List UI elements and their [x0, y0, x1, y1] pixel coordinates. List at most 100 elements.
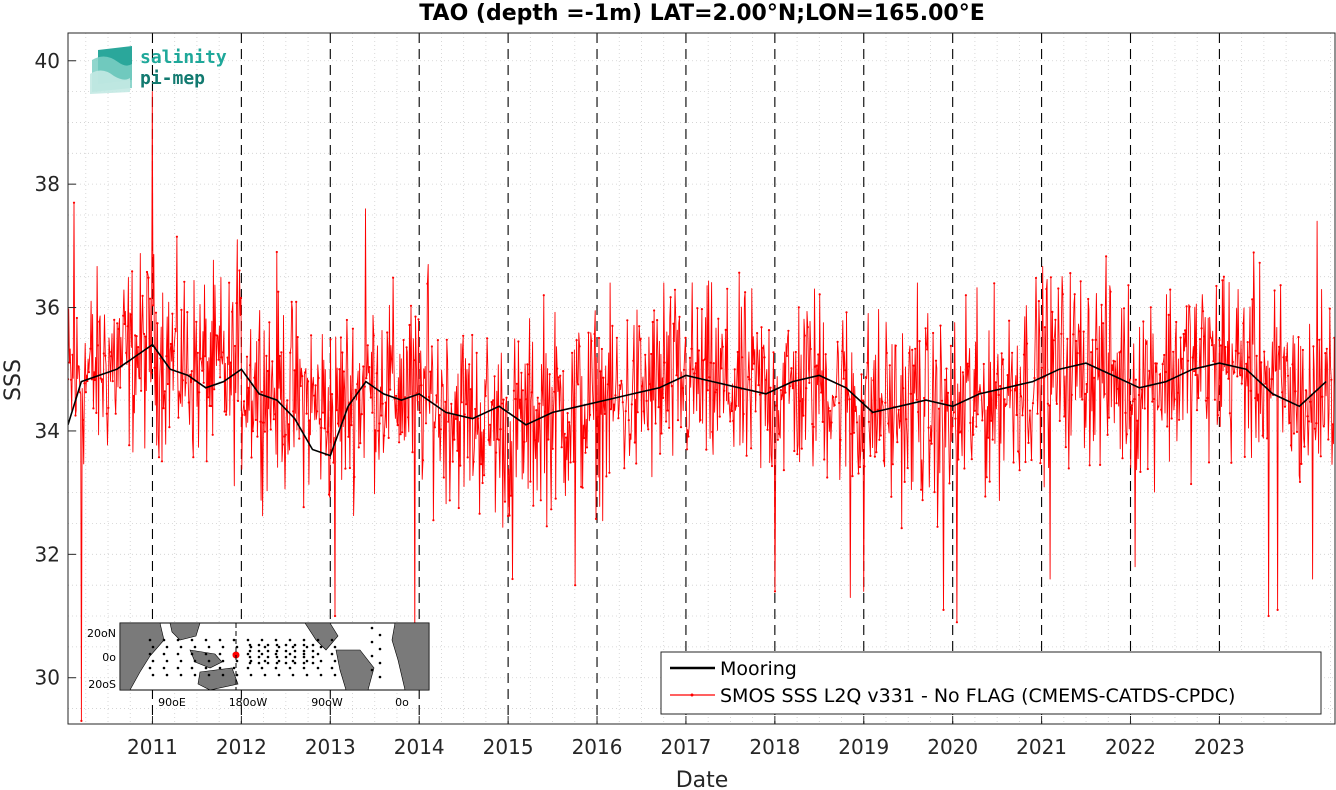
smos-data-point	[790, 367, 793, 370]
smos-data-point	[1109, 290, 1112, 293]
smos-data-point	[547, 438, 550, 441]
smos-data-point	[289, 351, 292, 354]
smos-data-point	[1033, 376, 1036, 380]
smos-data-point	[274, 413, 277, 416]
smos-data-point	[1030, 458, 1033, 462]
smos-data-point	[407, 416, 410, 419]
smos-data-point	[1055, 402, 1058, 405]
smos-data-point	[1248, 356, 1251, 359]
smos-data-point	[518, 398, 522, 401]
smos-data-point	[760, 326, 763, 329]
smos-data-point	[301, 375, 304, 378]
smos-data-point	[1285, 359, 1288, 362]
smos-data-point	[811, 422, 814, 426]
smos-data-point	[1291, 363, 1294, 366]
smos-data-point	[508, 514, 511, 517]
smos-data-point	[593, 332, 596, 336]
smos-data-point	[1324, 352, 1327, 355]
smos-data-point	[1255, 354, 1258, 357]
smos-data-point	[972, 433, 975, 436]
smos-data-point	[1307, 420, 1310, 423]
smos-data-point	[863, 465, 866, 468]
smos-data-point	[484, 394, 487, 397]
smos-data-point	[690, 347, 693, 350]
smos-data-point	[317, 376, 320, 380]
smos-data-point	[145, 270, 149, 274]
smos-data-point	[615, 336, 619, 339]
smos-data-point	[1298, 480, 1302, 483]
smos-data-point	[1184, 329, 1187, 332]
smos-data-point	[292, 410, 295, 413]
smos-data-point	[1252, 251, 1255, 254]
smos-data-point	[776, 438, 780, 441]
smos-data-point	[333, 614, 337, 618]
smos-data-point	[517, 340, 520, 343]
smos-data-point	[1130, 404, 1133, 407]
smos-data-point	[204, 355, 207, 358]
smos-data-point	[107, 406, 110, 409]
smos-data-point	[196, 351, 199, 354]
smos-data-point	[1011, 351, 1014, 354]
smos-data-point	[1288, 421, 1291, 424]
smos-data-point	[697, 349, 701, 352]
smos-data-point	[184, 381, 187, 384]
smos-data-point	[1173, 398, 1176, 401]
smos-data-point	[87, 371, 90, 374]
smos-data-point	[123, 322, 126, 326]
smos-data-point	[1008, 319, 1011, 322]
smos-data-point	[963, 467, 966, 470]
smos-data-point	[77, 365, 80, 368]
smos-data-point	[751, 368, 754, 371]
y-tick-label-34: 34	[35, 419, 60, 443]
smos-data-point	[1006, 374, 1009, 377]
inset-map-dot	[291, 645, 295, 649]
smos-data-point	[418, 411, 422, 414]
smos-data-point	[858, 465, 862, 469]
smos-data-point	[369, 396, 372, 399]
smos-data-point	[259, 420, 262, 423]
inset-map-dot	[249, 673, 253, 677]
smos-data-point	[180, 308, 183, 311]
smos-data-point	[320, 426, 323, 429]
inset-map-dot	[378, 633, 382, 637]
smos-data-point	[742, 412, 745, 416]
smos-data-point	[1239, 374, 1242, 377]
smos-data-point	[715, 388, 718, 391]
smos-data-point	[568, 421, 571, 424]
smos-data-point	[287, 423, 290, 426]
smos-data-point	[681, 387, 684, 390]
smos-data-point	[156, 322, 159, 325]
smos-data-point	[226, 356, 229, 359]
inset-map-dot	[204, 666, 208, 670]
smos-data-point	[339, 336, 342, 339]
smos-data-point	[69, 378, 73, 381]
smos-data-point	[1312, 345, 1315, 348]
smos-data-point	[225, 413, 228, 416]
smos-data-point	[96, 344, 99, 347]
smos-data-point	[939, 324, 942, 327]
smos-data-point	[348, 466, 351, 470]
smos-data-point	[1128, 378, 1131, 381]
smos-data-point	[999, 385, 1002, 388]
smos-data-point	[408, 323, 411, 327]
smos-data-point	[202, 381, 205, 384]
smos-data-point	[1207, 461, 1211, 464]
smos-data-point	[650, 352, 653, 356]
smos-data-point	[435, 394, 438, 397]
smos-data-point	[757, 384, 760, 387]
smos-data-point	[897, 408, 900, 411]
smos-data-point	[651, 320, 654, 324]
smos-data-point	[1057, 287, 1060, 290]
smos-data-point	[966, 362, 969, 365]
smos-data-point	[687, 435, 690, 438]
smos-data-point	[1094, 338, 1097, 341]
smos-data-point	[744, 291, 747, 294]
smos-data-point	[605, 475, 608, 478]
series-mooring	[68, 343, 1327, 457]
smos-data-point	[275, 250, 278, 254]
smos-data-point	[1282, 356, 1285, 359]
inset-map-dot	[291, 673, 295, 677]
smos-data-point	[1225, 371, 1228, 374]
inset-map-dot	[207, 673, 211, 677]
smos-data-point	[618, 384, 621, 387]
